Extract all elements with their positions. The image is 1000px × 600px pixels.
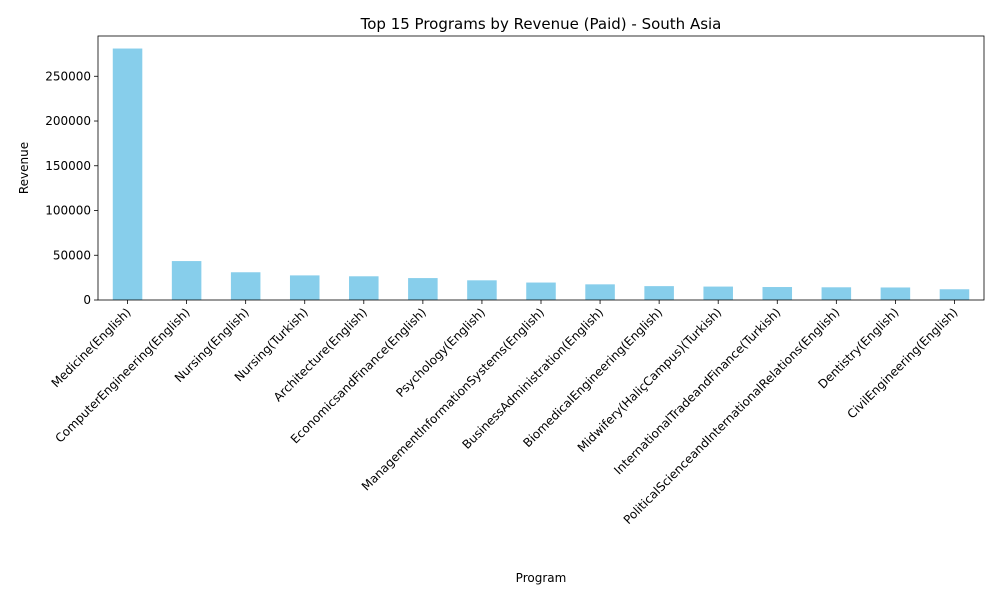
x-axis: Medicine(English)ComputerEngineering(Eng… xyxy=(49,300,961,527)
y-axis: 0 50000 100000 150000 200000 250000 xyxy=(45,69,98,307)
y-tick-label: 150000 xyxy=(45,159,91,173)
x-tick-label: PoliticalScienceandInternationalRelation… xyxy=(621,305,843,527)
bar xyxy=(408,278,438,300)
x-axis-label: Program xyxy=(516,571,567,585)
bar xyxy=(289,275,320,300)
y-tick-label: 100000 xyxy=(45,204,91,218)
bar xyxy=(349,276,379,300)
y-tick-label: 50000 xyxy=(53,248,91,262)
bar xyxy=(526,282,556,300)
y-axis-label: Revenue xyxy=(17,142,31,194)
y-tick-label: 0 xyxy=(83,293,91,307)
y-tick-label: 250000 xyxy=(45,69,91,83)
chart-title: Top 15 Programs by Revenue (Paid) - Sout… xyxy=(360,15,722,33)
bar xyxy=(112,48,143,301)
bar xyxy=(939,289,970,300)
bar xyxy=(880,287,911,300)
x-tick-label: CivilEngineering(English) xyxy=(844,305,960,421)
y-tick-label: 200000 xyxy=(45,114,91,128)
bar xyxy=(585,284,615,300)
bar xyxy=(230,272,261,300)
bar xyxy=(644,286,674,300)
bar xyxy=(171,261,202,300)
bar xyxy=(821,287,852,300)
bars-group xyxy=(112,48,970,301)
bar xyxy=(703,286,733,300)
bar xyxy=(762,287,793,300)
bar xyxy=(467,280,497,300)
plot-frame xyxy=(97,35,985,301)
